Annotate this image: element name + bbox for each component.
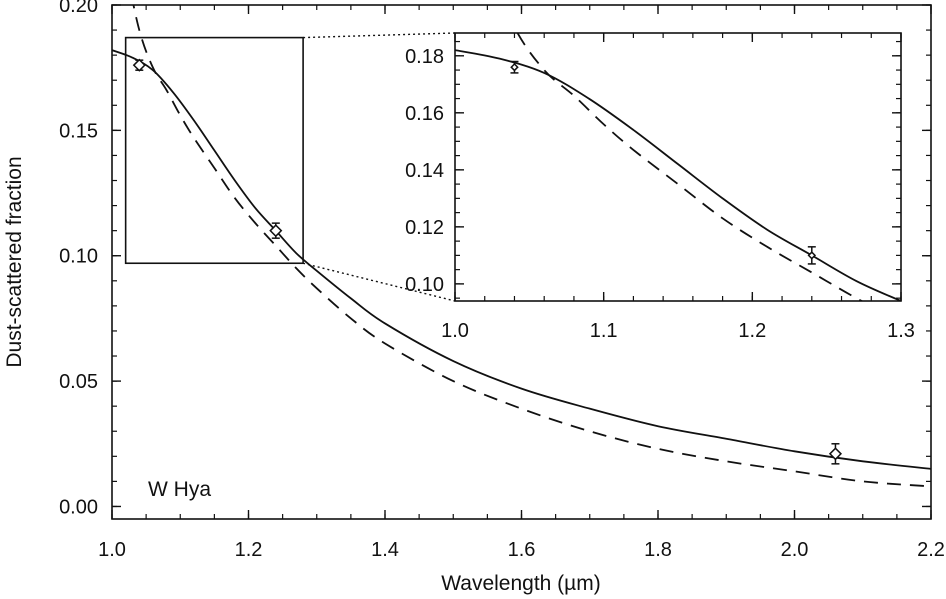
inset-y-tick-label: 0.10 (405, 274, 444, 296)
y-tick-label: 0.00 (59, 496, 98, 518)
inset-data-point (807, 251, 817, 260)
inset-data-point (510, 62, 519, 72)
zoom-box (124, 36, 304, 265)
y-axis-label: Dust-scattered fraction (3, 156, 26, 367)
inset-x-tick-label: 1.3 (887, 320, 915, 342)
inset-series-layer (455, 33, 901, 301)
x-tick-label: 1.2 (235, 539, 263, 561)
inset-x-tick-label: 1.1 (590, 320, 618, 342)
x-tick-label: 1.0 (98, 539, 126, 561)
x-tick-label: 2.0 (781, 539, 809, 561)
inset-observations-layer (510, 60, 817, 265)
inset-x-tick-label: 1.0 (441, 320, 469, 342)
data-point (828, 447, 843, 461)
main-observations-layer (132, 58, 843, 465)
x-axis-label: Wavelength (µm) (441, 572, 601, 595)
solid-series-line (112, 49, 931, 470)
x-tick-label: 1.8 (644, 539, 672, 561)
main-series-layer (112, 5, 931, 488)
y-tick-label: 0.20 (59, 0, 98, 17)
x-tick-label: 1.6 (508, 539, 536, 561)
inset-y-tick-label: 0.18 (405, 46, 444, 68)
x-tick-label: 1.4 (371, 539, 399, 561)
main-axis-ticks: 1.0 1.2 1.4 1.6 1.8 2.0 2.2 0.00 0.05 0.10 0.15 0.2… (59, 0, 945, 561)
y-tick-label: 0.10 (59, 246, 98, 268)
inset-frame (454, 32, 902, 302)
star-annotation: W Hya (148, 478, 211, 501)
inset-y-tick-label: 0.12 (405, 217, 444, 239)
zoom-connector-bottom (302, 262, 456, 302)
inset-y-tick-label: 0.14 (405, 160, 444, 182)
data-point (132, 58, 146, 72)
y-tick-label: 0.05 (59, 371, 98, 393)
inset-x-tick-label: 1.2 (738, 320, 766, 342)
inset-solid-series-line (455, 49, 901, 301)
zoom-connector-top (303, 32, 456, 39)
dashed-series-line (132, 5, 931, 488)
inset-y-tick-label: 0.16 (405, 103, 444, 125)
x-tick-label: 2.2 (917, 539, 945, 561)
inset-background (455, 33, 901, 301)
data-point (269, 224, 283, 238)
y-tick-label: 0.15 (59, 120, 98, 142)
